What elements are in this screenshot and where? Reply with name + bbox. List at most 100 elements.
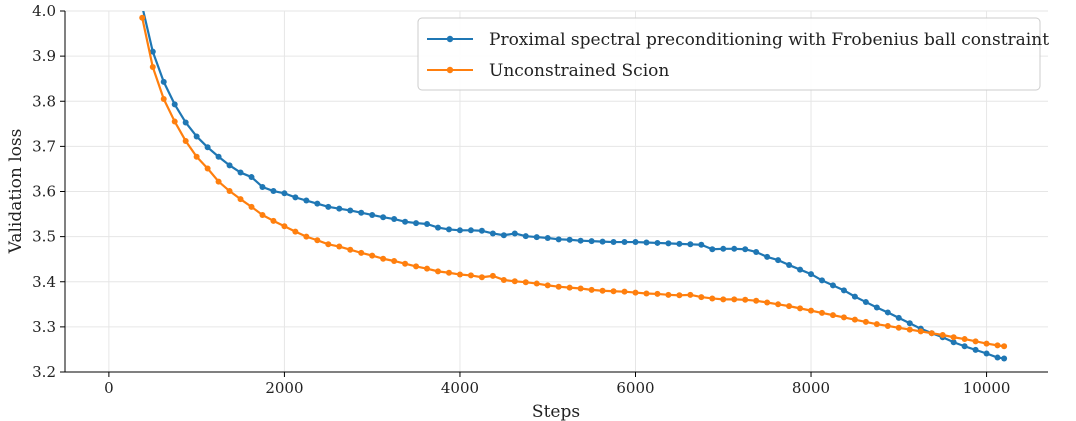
data-point <box>884 309 891 316</box>
y-tick-label: 3.4 <box>32 273 56 291</box>
data-point <box>994 354 1001 361</box>
x-tick-label: 6000 <box>616 379 654 397</box>
y-tick-label: 3.5 <box>32 228 56 246</box>
data-point <box>786 262 793 269</box>
data-point <box>775 257 782 264</box>
data-point <box>544 282 551 289</box>
y-axis-title: Validation loss <box>6 129 26 255</box>
data-point <box>369 252 376 259</box>
series-layer <box>139 11 1008 362</box>
data-point <box>303 197 310 204</box>
data-point <box>851 316 858 323</box>
series-proximal <box>142 11 1008 362</box>
data-point <box>610 239 617 246</box>
data-point <box>906 326 913 333</box>
data-point <box>632 239 639 246</box>
data-point <box>939 332 946 338</box>
data-point <box>588 238 595 245</box>
data-point <box>873 321 880 328</box>
y-tick-label: 3.9 <box>32 47 56 65</box>
y-tick-label: 4.0 <box>32 2 56 20</box>
data-point <box>182 137 189 144</box>
y-tick-label: 3.7 <box>32 137 56 155</box>
data-point <box>851 293 858 300</box>
data-point <box>961 336 968 343</box>
data-point <box>325 241 332 248</box>
data-point <box>237 196 244 203</box>
data-point <box>895 324 902 331</box>
legend-label-scion: Unconstrained Scion <box>489 61 669 81</box>
data-point <box>435 224 442 231</box>
data-point <box>676 240 683 247</box>
data-point <box>533 280 540 287</box>
data-point <box>467 227 474 234</box>
x-tick-label: 2000 <box>265 379 303 397</box>
data-point <box>862 318 869 325</box>
data-point <box>533 234 540 241</box>
data-point <box>742 246 749 253</box>
data-point <box>489 272 496 279</box>
data-point <box>347 207 354 214</box>
data-point <box>950 334 957 341</box>
data-point <box>840 287 847 294</box>
data-point <box>314 200 321 207</box>
data-point <box>665 291 672 298</box>
data-point <box>292 228 299 235</box>
data-point <box>797 305 804 312</box>
data-point <box>149 63 156 70</box>
y-tick-label: 3.3 <box>32 318 56 336</box>
data-point <box>994 342 1001 349</box>
data-point <box>577 237 584 244</box>
data-point <box>775 301 782 308</box>
data-point <box>819 309 825 316</box>
data-point <box>226 188 233 195</box>
y-tick-label: 3.8 <box>32 92 56 110</box>
data-point <box>303 233 310 240</box>
data-point <box>489 230 496 237</box>
data-point <box>424 220 431 227</box>
x-tick-label: 10000 <box>963 379 1011 397</box>
data-point <box>720 245 727 252</box>
data-point <box>193 153 200 160</box>
data-point <box>961 343 968 350</box>
data-point <box>972 346 979 353</box>
data-point <box>391 216 398 223</box>
data-point <box>402 218 409 225</box>
data-point <box>950 339 957 346</box>
x-tick-label: 4000 <box>441 379 479 397</box>
data-point <box>983 340 990 347</box>
data-point <box>808 307 815 314</box>
data-point <box>424 265 431 272</box>
data-point <box>237 169 244 176</box>
data-point <box>204 144 211 151</box>
data-point <box>698 294 705 301</box>
data-point <box>358 249 365 256</box>
data-point <box>369 211 376 218</box>
data-point <box>544 234 551 241</box>
data-point <box>599 287 606 294</box>
data-point <box>215 153 222 160</box>
data-point <box>413 263 420 270</box>
data-point <box>259 183 266 190</box>
data-point <box>895 314 902 321</box>
data-point <box>456 271 463 278</box>
data-point <box>325 203 332 210</box>
data-point <box>621 288 628 295</box>
data-point <box>665 240 672 247</box>
data-point <box>149 48 156 55</box>
data-point <box>215 178 222 185</box>
data-point <box>577 285 584 292</box>
data-point <box>972 338 979 345</box>
legend-marker-proximal <box>446 35 454 43</box>
data-point <box>171 118 178 125</box>
data-point <box>358 209 365 216</box>
data-point <box>248 174 255 181</box>
data-point <box>467 272 474 279</box>
x-axis-title: Steps <box>532 402 580 421</box>
data-point <box>336 205 343 212</box>
ticks: 0 2000 4000 6000 8000 10000 3.2 3.3 3.4 3.5 3.6 3.7… <box>32 2 1010 397</box>
data-point <box>1001 343 1008 350</box>
data-point <box>500 276 507 283</box>
data-point <box>500 232 507 239</box>
data-point <box>555 236 562 243</box>
